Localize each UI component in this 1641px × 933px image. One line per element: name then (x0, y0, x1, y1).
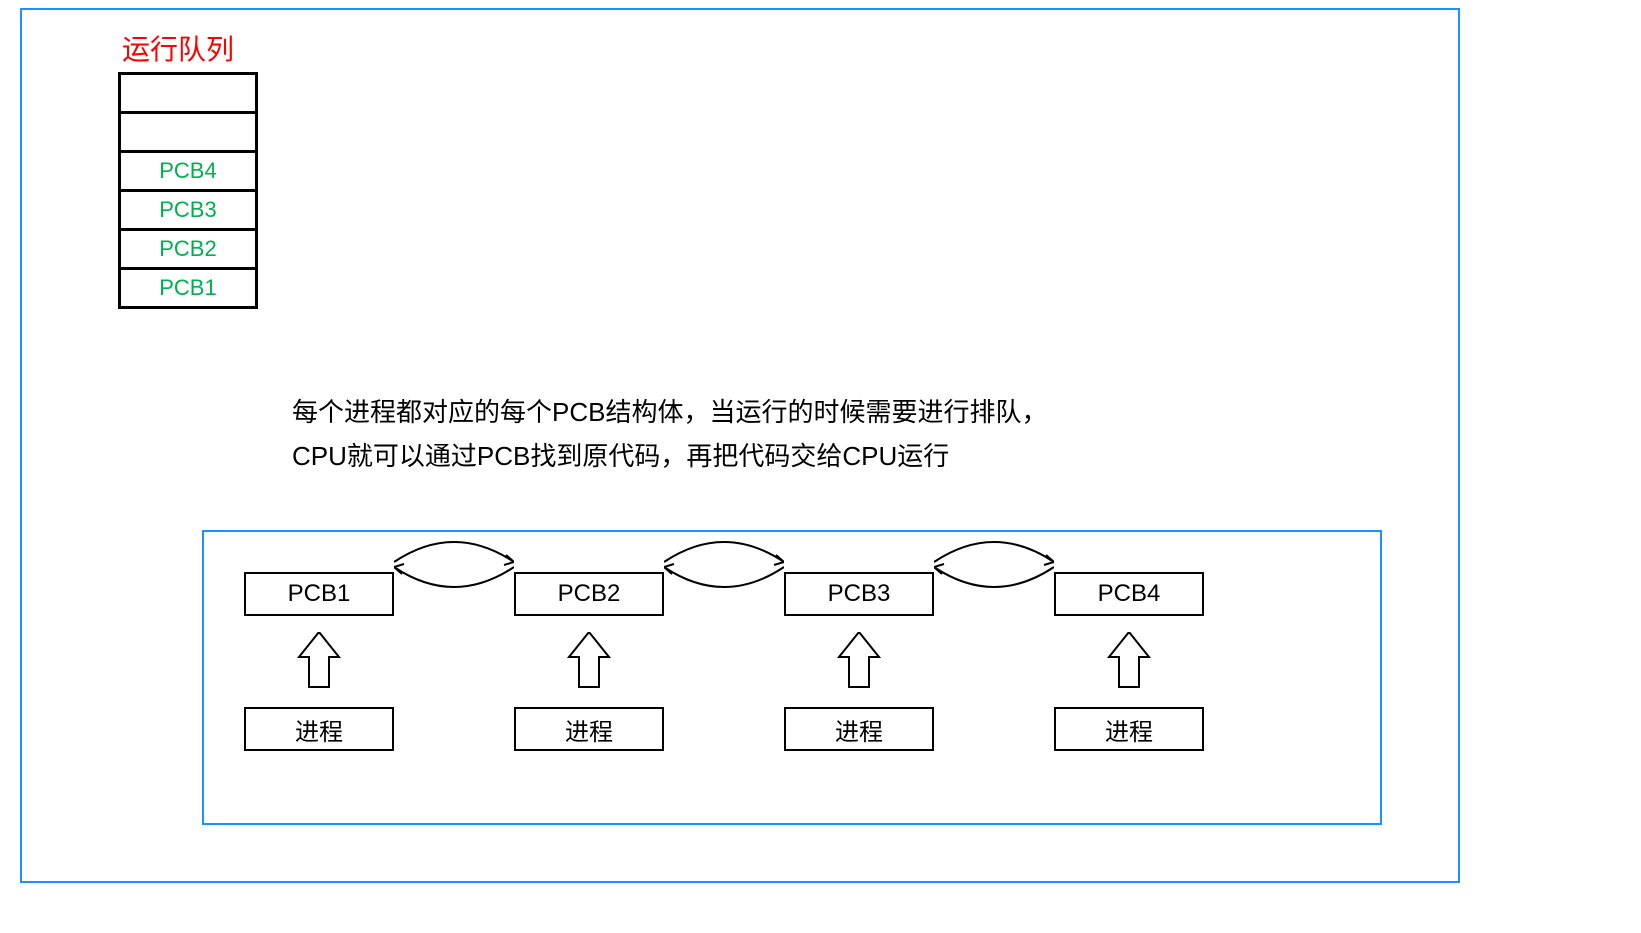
link-arrow-icon (934, 517, 1054, 597)
description-text: 每个进程都对应的每个PCB结构体，当运行的时候需要进行排队， CPU就可以通过P… (292, 390, 1047, 478)
pcb-node-4: PCB4 (1054, 572, 1204, 616)
process-box: 进程 (1054, 707, 1204, 751)
queue-cell: PCB3 (118, 189, 258, 231)
pcb-node-2: PCB2 (514, 572, 664, 616)
link-arrow-icon (664, 517, 784, 597)
queue-title: 运行队列 (122, 28, 234, 68)
up-arrow-icon (1104, 632, 1154, 692)
process-box: 进程 (784, 707, 934, 751)
queue-cell: PCB2 (118, 228, 258, 270)
run-queue-stack: PCB4 PCB3 PCB2 PCB1 (118, 72, 258, 306)
process-box: 进程 (244, 707, 394, 751)
queue-cell: PCB4 (118, 150, 258, 192)
up-arrow-icon (294, 632, 344, 692)
outer-diagram-frame: 运行队列 PCB4 PCB3 PCB2 PCB1 每个进程都对应的每个PCB结构… (20, 8, 1460, 883)
queue-cell: PCB1 (118, 267, 258, 309)
process-box: 进程 (514, 707, 664, 751)
up-arrow-icon (564, 632, 614, 692)
description-line2: CPU就可以通过PCB找到原代码，再把代码交给CPU运行 (292, 434, 1047, 478)
pcb-chain-frame: PCB1 PCB2 PCB3 PCB4 (202, 530, 1382, 825)
pcb-node-3: PCB3 (784, 572, 934, 616)
queue-cell (118, 72, 258, 114)
link-arrow-icon (394, 517, 514, 597)
pcb-node-1: PCB1 (244, 572, 394, 616)
up-arrow-icon (834, 632, 884, 692)
description-line1: 每个进程都对应的每个PCB结构体，当运行的时候需要进行排队， (292, 390, 1047, 434)
queue-cell (118, 111, 258, 153)
